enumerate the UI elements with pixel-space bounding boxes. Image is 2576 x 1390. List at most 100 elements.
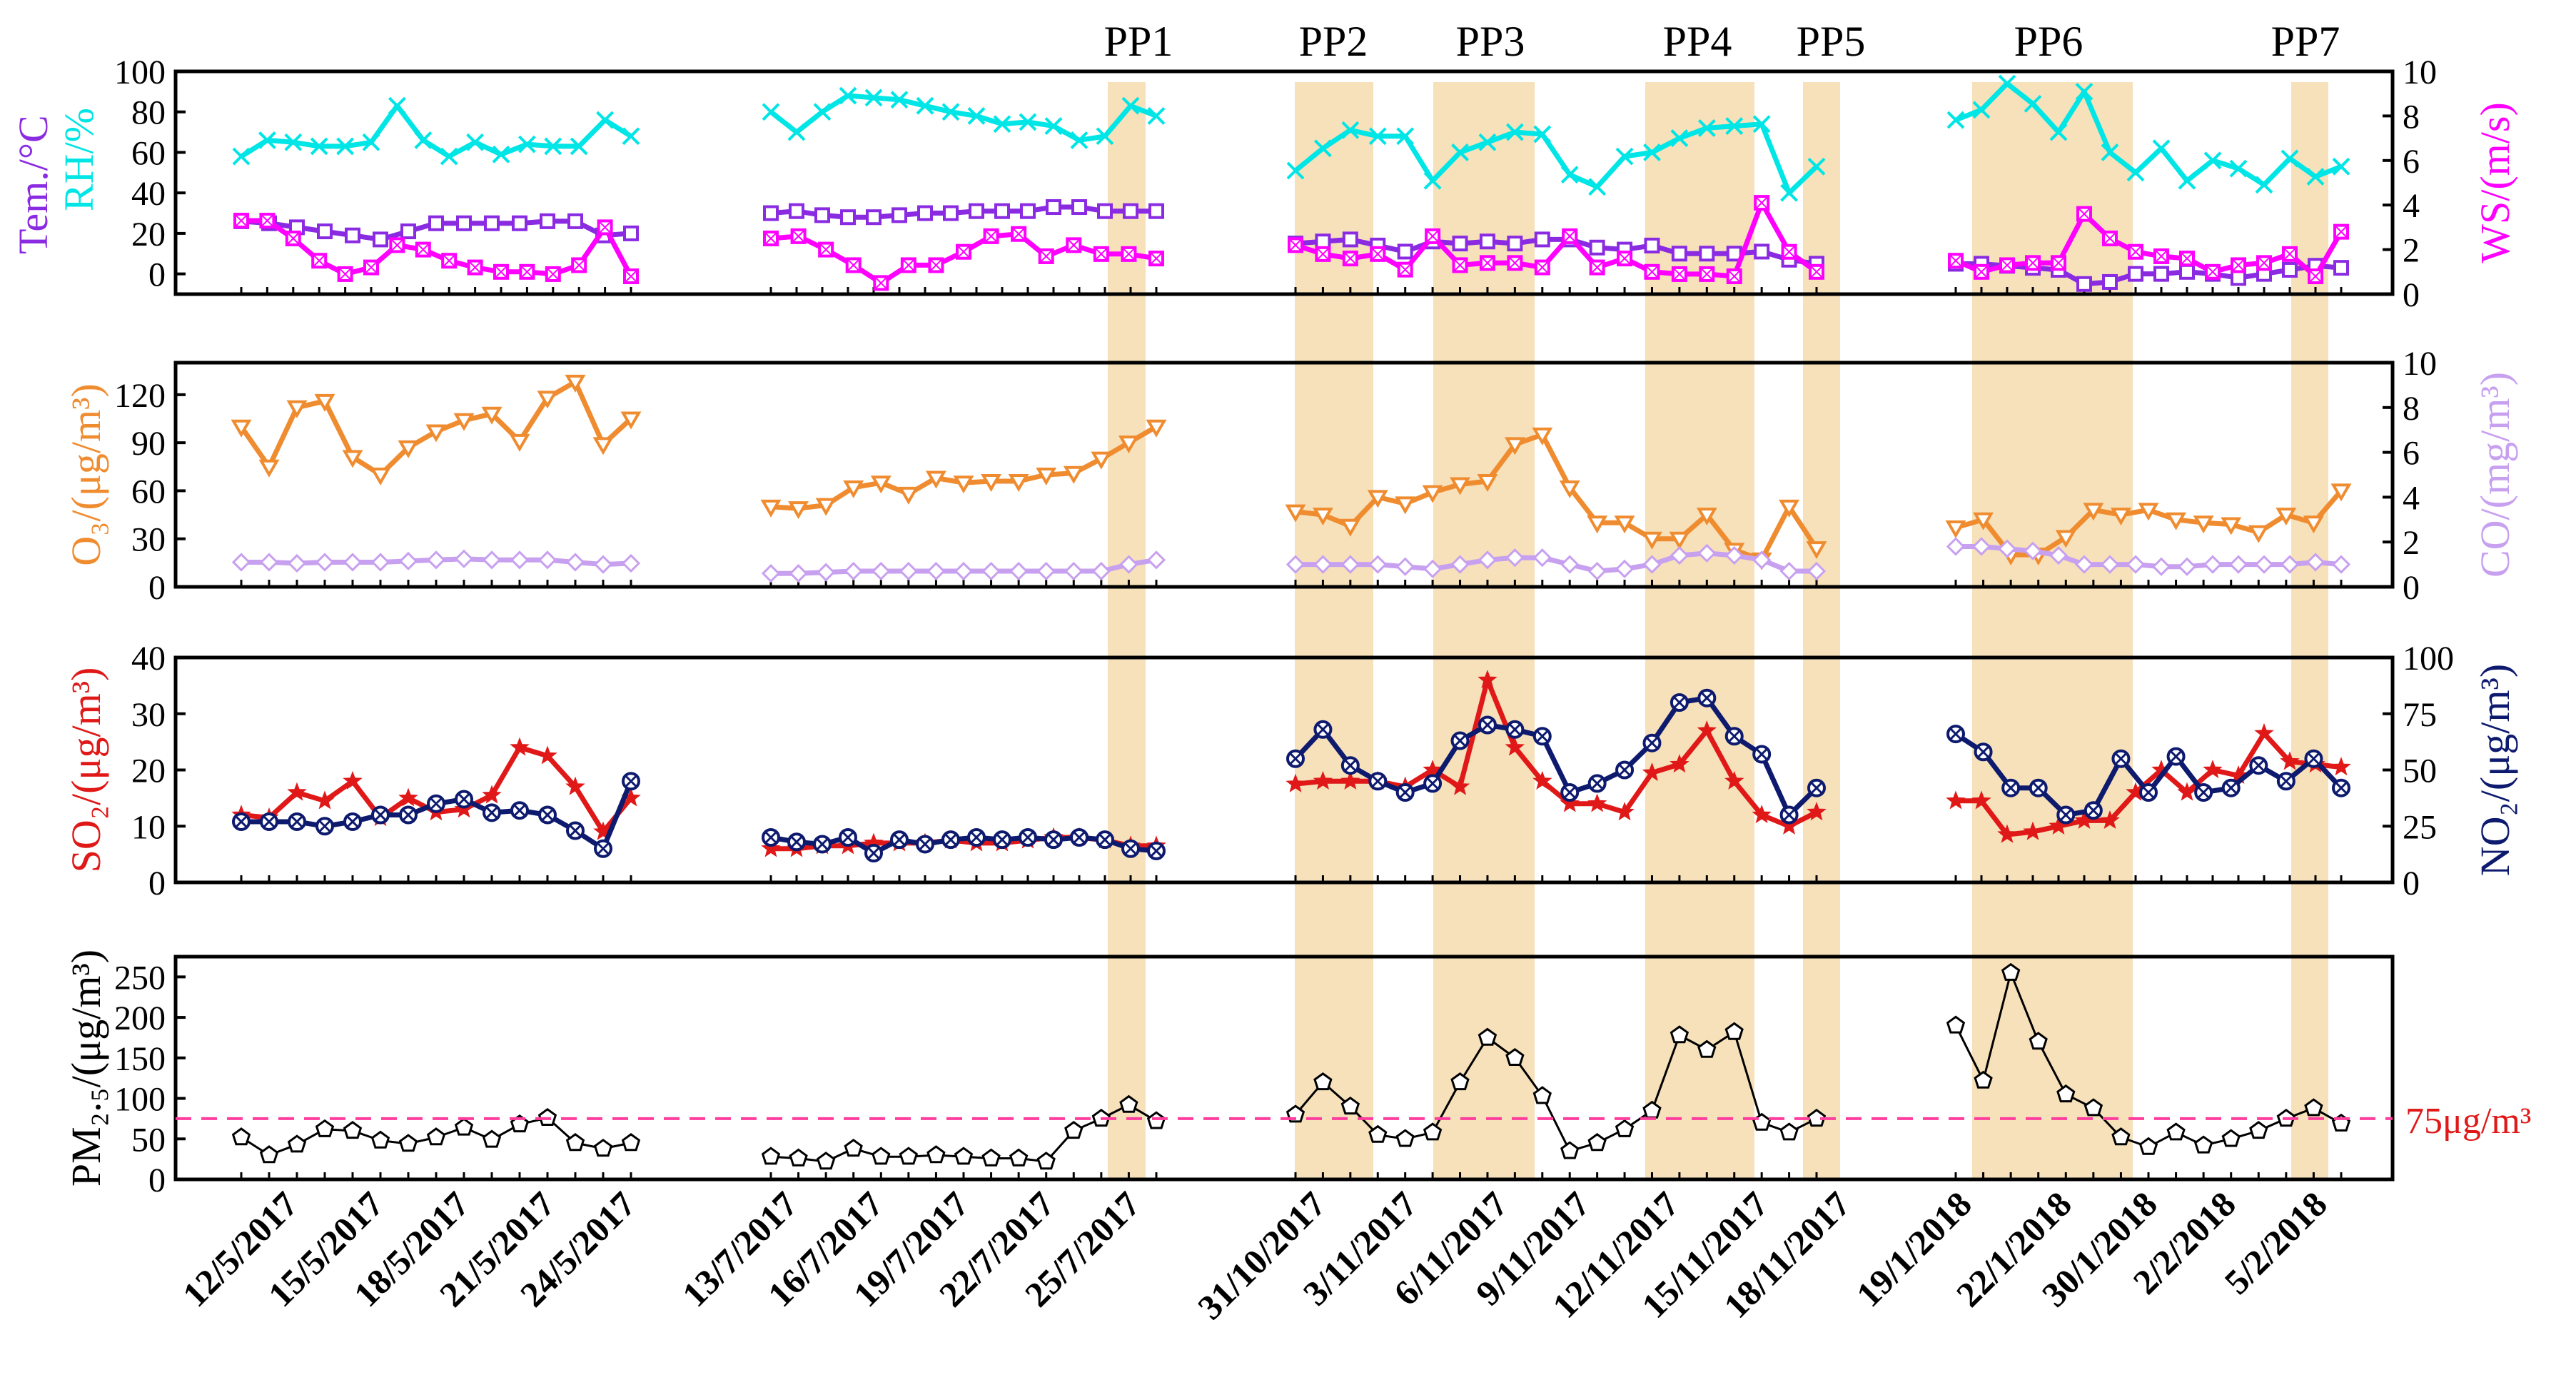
panel-frame <box>173 69 2395 296</box>
marker-no2-cross <box>970 831 983 844</box>
marker-tem <box>540 213 555 229</box>
marker-rh <box>813 103 832 121</box>
marker-ws-cross <box>1617 251 1632 266</box>
marker-so2 <box>287 782 307 801</box>
marker-co <box>981 561 1001 581</box>
marker-ws-cross <box>260 213 275 228</box>
marker-tem <box>1123 203 1138 219</box>
marker-o3 <box>537 391 558 409</box>
marker-tem <box>1020 203 1036 219</box>
marker-tem <box>1699 246 1715 262</box>
left-tick-label: 120 <box>114 377 166 415</box>
marker-co <box>1450 555 1470 574</box>
marker-so2 <box>398 787 418 807</box>
marker-co <box>482 550 502 570</box>
marker-tem <box>1315 233 1331 250</box>
marker-co <box>1670 545 1689 565</box>
left-axis-title-rh: RH/% <box>56 108 102 211</box>
marker-co <box>2177 557 2197 576</box>
marker-rh <box>232 147 251 166</box>
marker-rh <box>440 147 458 166</box>
marker-ws-cross <box>2154 249 2168 263</box>
marker-rh <box>1423 171 1442 190</box>
marker-co <box>1697 543 1717 563</box>
marker-pm25 <box>2138 1137 2158 1155</box>
left-tick-label: 10 <box>131 808 166 846</box>
marker-co <box>1971 537 1991 556</box>
marker-o3 <box>1367 490 1388 508</box>
marker-so2 <box>1807 802 1827 821</box>
marker-o3 <box>370 468 391 485</box>
marker-so2 <box>2331 757 2351 776</box>
marker-o3 <box>286 400 308 418</box>
marker-o3 <box>2303 515 2324 534</box>
marker-o3 <box>453 413 475 431</box>
marker-ws-cross <box>1672 267 1687 281</box>
marker-o3 <box>1504 437 1525 455</box>
right-tick-label: 10 <box>2403 54 2437 91</box>
left-tick-label: 30 <box>131 521 166 559</box>
marker-ws-cross <box>1480 256 1495 271</box>
marker-ws-cross <box>2051 256 2066 271</box>
marker-pm25 <box>1670 1025 1689 1044</box>
marker-co <box>1478 550 1497 570</box>
marker-so2 <box>1313 770 1333 790</box>
marker-rh <box>1286 161 1305 180</box>
axis-ticks <box>176 70 2393 1181</box>
marker-co <box>621 553 641 573</box>
marker-rh <box>414 131 433 149</box>
marker-ws-cross <box>1343 251 1358 266</box>
left-axis-title: O₃/(μg/m³) <box>63 383 109 566</box>
marker-no2-cross <box>485 807 498 819</box>
marker-o3 <box>398 440 419 458</box>
marker-o3 <box>1532 427 1553 445</box>
marker-no2-cross <box>1047 834 1060 846</box>
marker-o3 <box>1614 515 1635 534</box>
pollution-period-label: PP3 <box>1456 18 1525 65</box>
marker-o3 <box>815 498 837 516</box>
marker-o3 <box>314 393 335 412</box>
marker-rh <box>2024 94 2042 113</box>
marker-ws-cross <box>1149 251 1163 266</box>
marker-pm25 <box>926 1145 946 1164</box>
marker-co <box>2023 541 2043 560</box>
marker-ws-cross <box>2077 206 2091 221</box>
marker-co <box>2254 555 2274 574</box>
marker-pm25 <box>2001 962 2021 981</box>
marker-rh <box>258 131 276 149</box>
marker-co <box>1587 561 1607 581</box>
marker-pm25 <box>872 1147 891 1165</box>
right-axis-title: CO/(mg/m³) <box>2472 372 2518 578</box>
marker-co <box>1724 545 1744 565</box>
marker-co <box>2126 555 2146 574</box>
series-line-tem <box>1956 261 2342 287</box>
marker-pm25 <box>844 1139 863 1157</box>
marker-o3 <box>2276 508 2297 526</box>
marker-o3 <box>1285 504 1306 523</box>
marker-no2-cross <box>1783 809 1795 821</box>
right-tick-label: 4 <box>2403 187 2420 225</box>
marker-ws-cross <box>791 229 806 243</box>
marker-rh <box>762 103 780 121</box>
marker-o3 <box>481 406 502 425</box>
marker-pm25 <box>1532 1086 1552 1104</box>
marker-ws-cross <box>2334 224 2348 239</box>
series-line-no2 <box>770 835 1157 856</box>
marker-pm25 <box>2111 1127 2131 1146</box>
marker-rh <box>839 86 857 105</box>
panel-frame <box>173 955 2395 1182</box>
pollution-period-band <box>1295 82 1373 1179</box>
marker-ws-cross <box>1562 229 1577 243</box>
marker-no2-cross <box>291 815 303 828</box>
marker-tem <box>2128 266 2143 282</box>
marker-o3 <box>843 480 864 498</box>
marker-ws-cross <box>819 242 833 257</box>
marker-no2-cross <box>2225 782 2237 794</box>
marker-tem <box>317 223 333 240</box>
marker-o3 <box>1340 518 1361 537</box>
left-tick-label: 20 <box>131 752 166 790</box>
marker-pm25 <box>426 1127 446 1146</box>
marker-tem <box>2282 261 2298 278</box>
marker-tem <box>1046 199 1061 216</box>
marker-co <box>1779 561 1799 581</box>
